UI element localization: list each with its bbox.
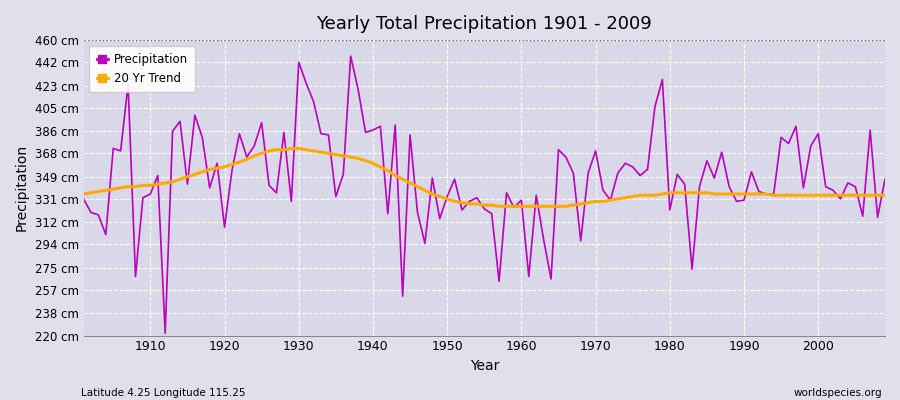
X-axis label: Year: Year	[470, 359, 499, 373]
Text: Latitude 4.25 Longitude 115.25: Latitude 4.25 Longitude 115.25	[81, 388, 246, 398]
Legend: Precipitation, 20 Yr Trend: Precipitation, 20 Yr Trend	[89, 46, 195, 92]
Y-axis label: Precipitation: Precipitation	[15, 144, 29, 232]
Title: Yearly Total Precipitation 1901 - 2009: Yearly Total Precipitation 1901 - 2009	[317, 15, 652, 33]
Text: worldspecies.org: worldspecies.org	[794, 388, 882, 398]
